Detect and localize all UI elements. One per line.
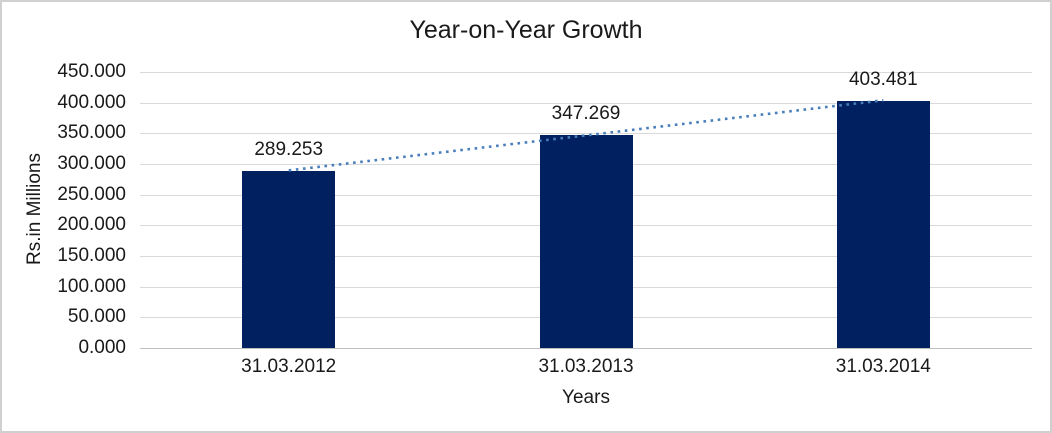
bar-value-label: 289.253 [254,138,324,160]
y-axis-tick-label: 0.000 [78,337,126,358]
y-axis-tick-label: 300.000 [57,153,126,174]
bar [836,100,930,348]
bar-value-label: 403.481 [848,68,918,90]
bar [539,135,633,348]
x-axis-line [140,348,1032,349]
y-axis-tick-label: 200.000 [57,214,126,236]
chart-title: Year-on-Year Growth [409,16,643,44]
y-axis-tick-label: 250.000 [57,183,126,205]
x-axis-tick-label: 31.03.2012 [241,356,337,377]
y-axis-tick-label: 350.000 [57,122,126,144]
x-axis-title: Years [562,387,610,408]
x-axis-tick-label: 31.03.2013 [538,356,634,377]
y-axis-tick-label: 100.000 [57,275,126,297]
bar [242,170,336,348]
y-axis-tick-label: 400.000 [57,91,126,113]
gridline [140,72,1032,73]
y-axis-tick-label: 50.000 [67,306,126,328]
x-axis-tick-label: 31.03.2014 [835,356,931,377]
bar-value-label: 347.269 [551,103,621,124]
y-axis-tick-label: 450.000 [57,61,126,82]
y-axis-tick-label: 150.000 [57,245,126,266]
